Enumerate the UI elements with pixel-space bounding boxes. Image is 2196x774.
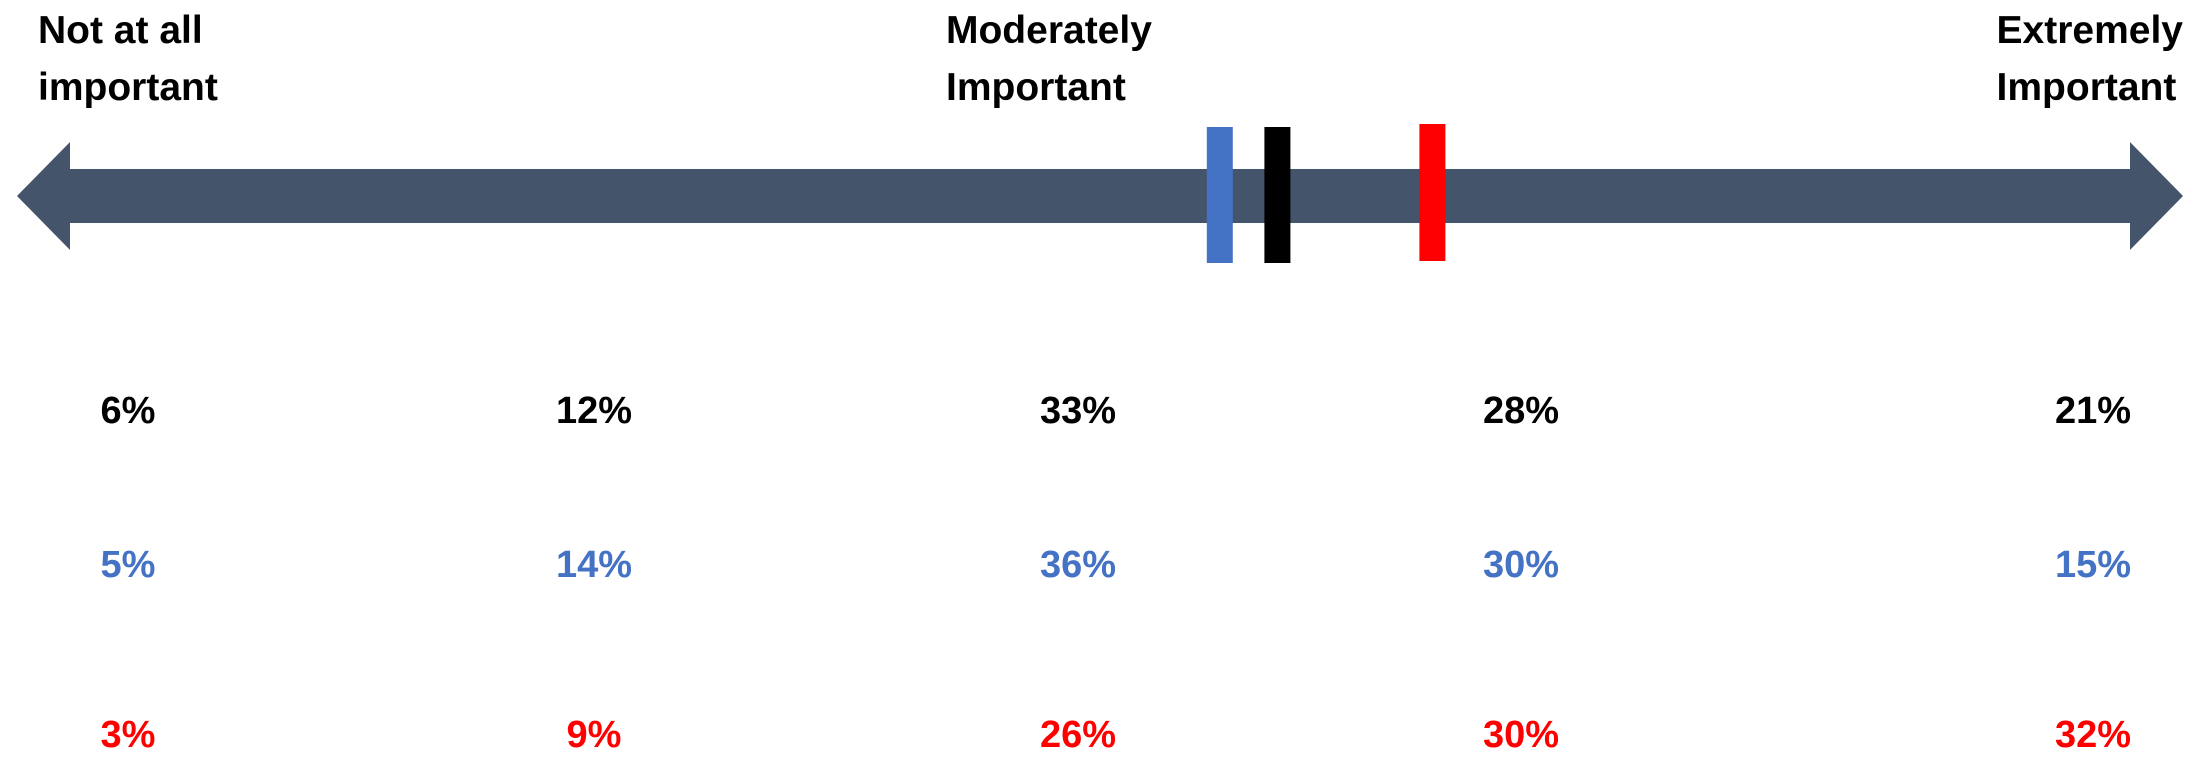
percent-label: 30% bbox=[1482, 714, 1560, 756]
percent-label: 15% bbox=[2054, 544, 2132, 586]
percent-label: 33% bbox=[1039, 390, 1117, 432]
percent-label: 26% bbox=[1039, 714, 1117, 756]
mean-marker-1 bbox=[1264, 127, 1291, 263]
percent-label: 21% bbox=[2054, 390, 2132, 432]
percent-row-2: 5% 14% 36% 30% 15% bbox=[0, 544, 2196, 604]
percent-label: 36% bbox=[1039, 544, 1117, 586]
percent-label: 28% bbox=[1482, 390, 1560, 432]
scale-label-moderately-important: Moderately Important bbox=[946, 9, 1152, 109]
percent-label: 3% bbox=[100, 714, 156, 756]
mean-marker-2 bbox=[1206, 127, 1233, 263]
percent-row-3: 3% 9% 26% 30% 32% bbox=[0, 714, 2196, 774]
mean-marker-3 bbox=[1419, 124, 1446, 261]
percent-label: 5% bbox=[100, 544, 156, 586]
percent-label: 9% bbox=[566, 714, 622, 756]
percent-label: 6% bbox=[100, 390, 156, 432]
scale-axis-arrow bbox=[17, 142, 2183, 250]
scale-label-not-at-all-important: Not at all important bbox=[38, 9, 218, 109]
percent-label: 14% bbox=[555, 544, 633, 586]
percent-label: 12% bbox=[555, 390, 633, 432]
percent-label: 30% bbox=[1482, 544, 1560, 586]
percent-label: 32% bbox=[2054, 714, 2132, 756]
percent-row-1: 6% 12% 33% 28% 21% bbox=[0, 390, 2196, 450]
scale-label-extremely-important: Extremely Important bbox=[1996, 9, 2183, 109]
